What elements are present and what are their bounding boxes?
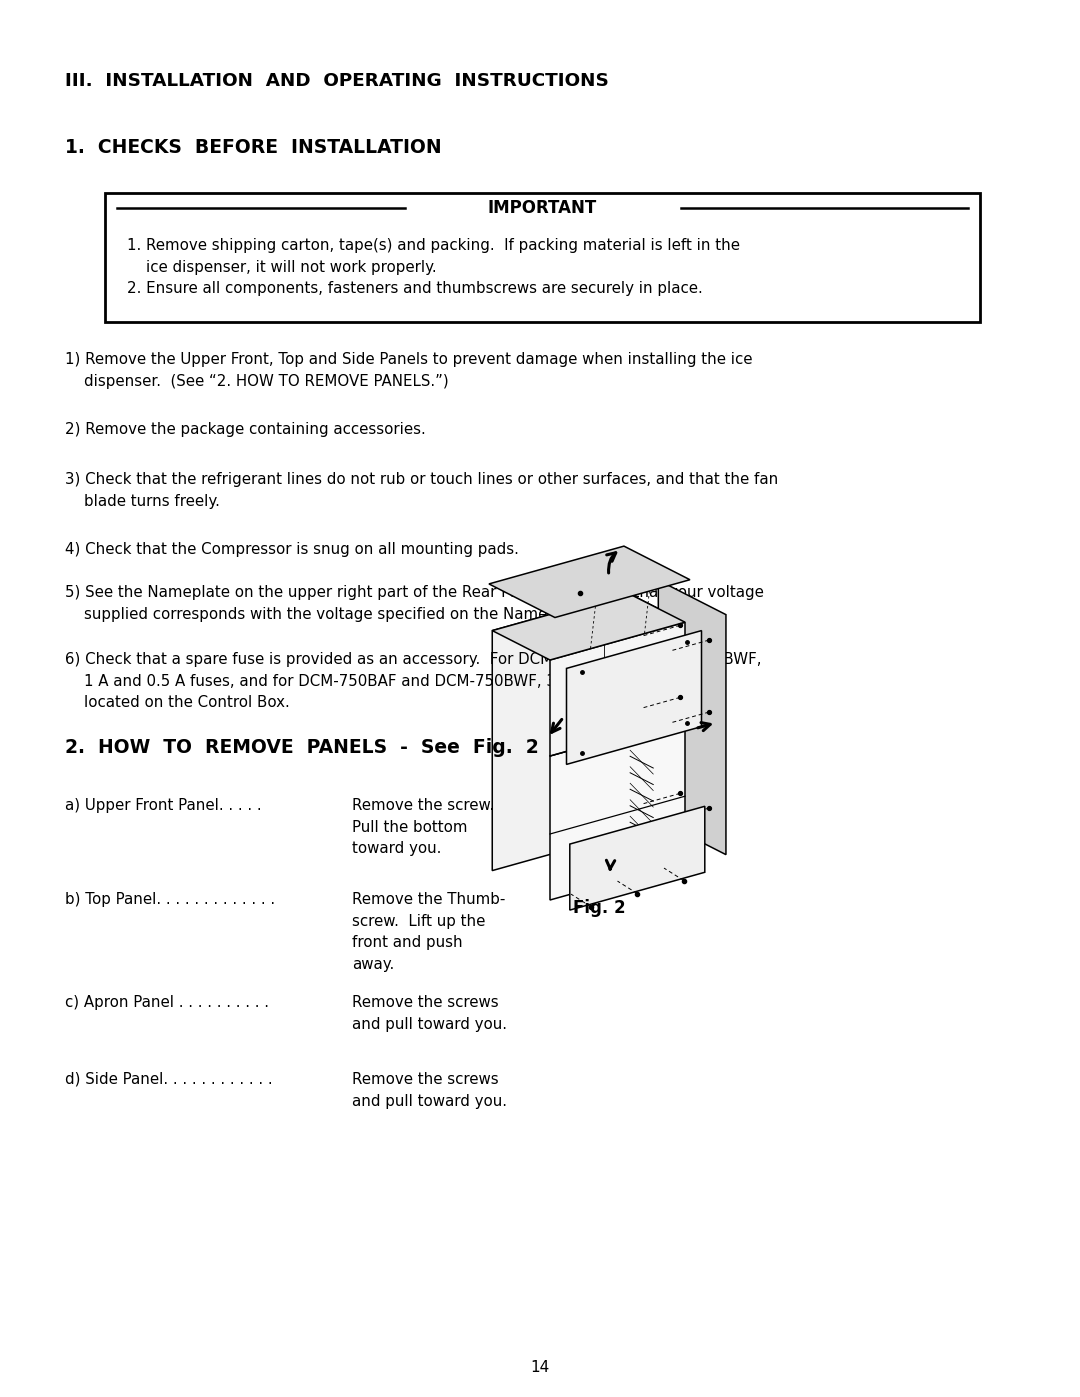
Text: Remove the Thumb-
screw.  Lift up the
front and push
away.: Remove the Thumb- screw. Lift up the fro… — [352, 893, 505, 972]
Text: 5) See the Nameplate on the upper right part of the Rear Panel, and check that y: 5) See the Nameplate on the upper right … — [65, 585, 764, 622]
Polygon shape — [492, 592, 685, 659]
Text: IMPORTANT: IMPORTANT — [488, 198, 597, 217]
Polygon shape — [489, 546, 690, 617]
Bar — [105, 193, 980, 321]
Text: Remove the screw.
Pull the bottom
toward you.: Remove the screw. Pull the bottom toward… — [352, 798, 495, 856]
Text: 1) Remove the Upper Front, Top and Side Panels to prevent damage when installing: 1) Remove the Upper Front, Top and Side … — [65, 352, 753, 388]
Text: 2.  HOW  TO  REMOVE  PANELS  -  See  Fig.  2: 2. HOW TO REMOVE PANELS - See Fig. 2 — [65, 738, 539, 757]
Text: 3) Check that the refrigerant lines do not rub or touch lines or other surfaces,: 3) Check that the refrigerant lines do n… — [65, 472, 779, 509]
Text: 2) Remove the package containing accessories.: 2) Remove the package containing accesso… — [65, 422, 426, 437]
Text: III.  INSTALLATION  AND  OPERATING  INSTRUCTIONS: III. INSTALLATION AND OPERATING INSTRUCT… — [65, 73, 609, 89]
Polygon shape — [550, 622, 685, 756]
Text: 6) Check that a spare fuse is provided as an accessory.  For DCM-500BAF and DCM-: 6) Check that a spare fuse is provided a… — [65, 652, 761, 710]
Text: c) Apron Panel . . . . . . . . . .: c) Apron Panel . . . . . . . . . . — [65, 995, 269, 1010]
Text: a) Upper Front Panel. . . . .: a) Upper Front Panel. . . . . — [65, 798, 261, 813]
Text: b) Top Panel. . . . . . . . . . . . .: b) Top Panel. . . . . . . . . . . . . — [65, 893, 275, 907]
Polygon shape — [627, 592, 685, 862]
Text: 14: 14 — [530, 1361, 550, 1375]
Text: 1. Remove shipping carton, tape(s) and packing.  If packing material is left in : 1. Remove shipping carton, tape(s) and p… — [127, 237, 740, 296]
Text: Remove the screws
and pull toward you.: Remove the screws and pull toward you. — [352, 1071, 507, 1109]
Polygon shape — [659, 580, 726, 855]
Polygon shape — [492, 592, 627, 870]
Text: Remove the screws
and pull toward you.: Remove the screws and pull toward you. — [352, 995, 507, 1031]
Polygon shape — [570, 806, 705, 909]
Text: 4) Check that the Compressor is snug on all mounting pads.: 4) Check that the Compressor is snug on … — [65, 542, 518, 557]
Polygon shape — [550, 718, 685, 900]
Text: Fig. 2: Fig. 2 — [573, 900, 625, 918]
Text: 1.  CHECKS  BEFORE  INSTALLATION: 1. CHECKS BEFORE INSTALLATION — [65, 138, 442, 156]
Text: d) Side Panel. . . . . . . . . . . .: d) Side Panel. . . . . . . . . . . . — [65, 1071, 272, 1087]
Polygon shape — [567, 630, 702, 764]
